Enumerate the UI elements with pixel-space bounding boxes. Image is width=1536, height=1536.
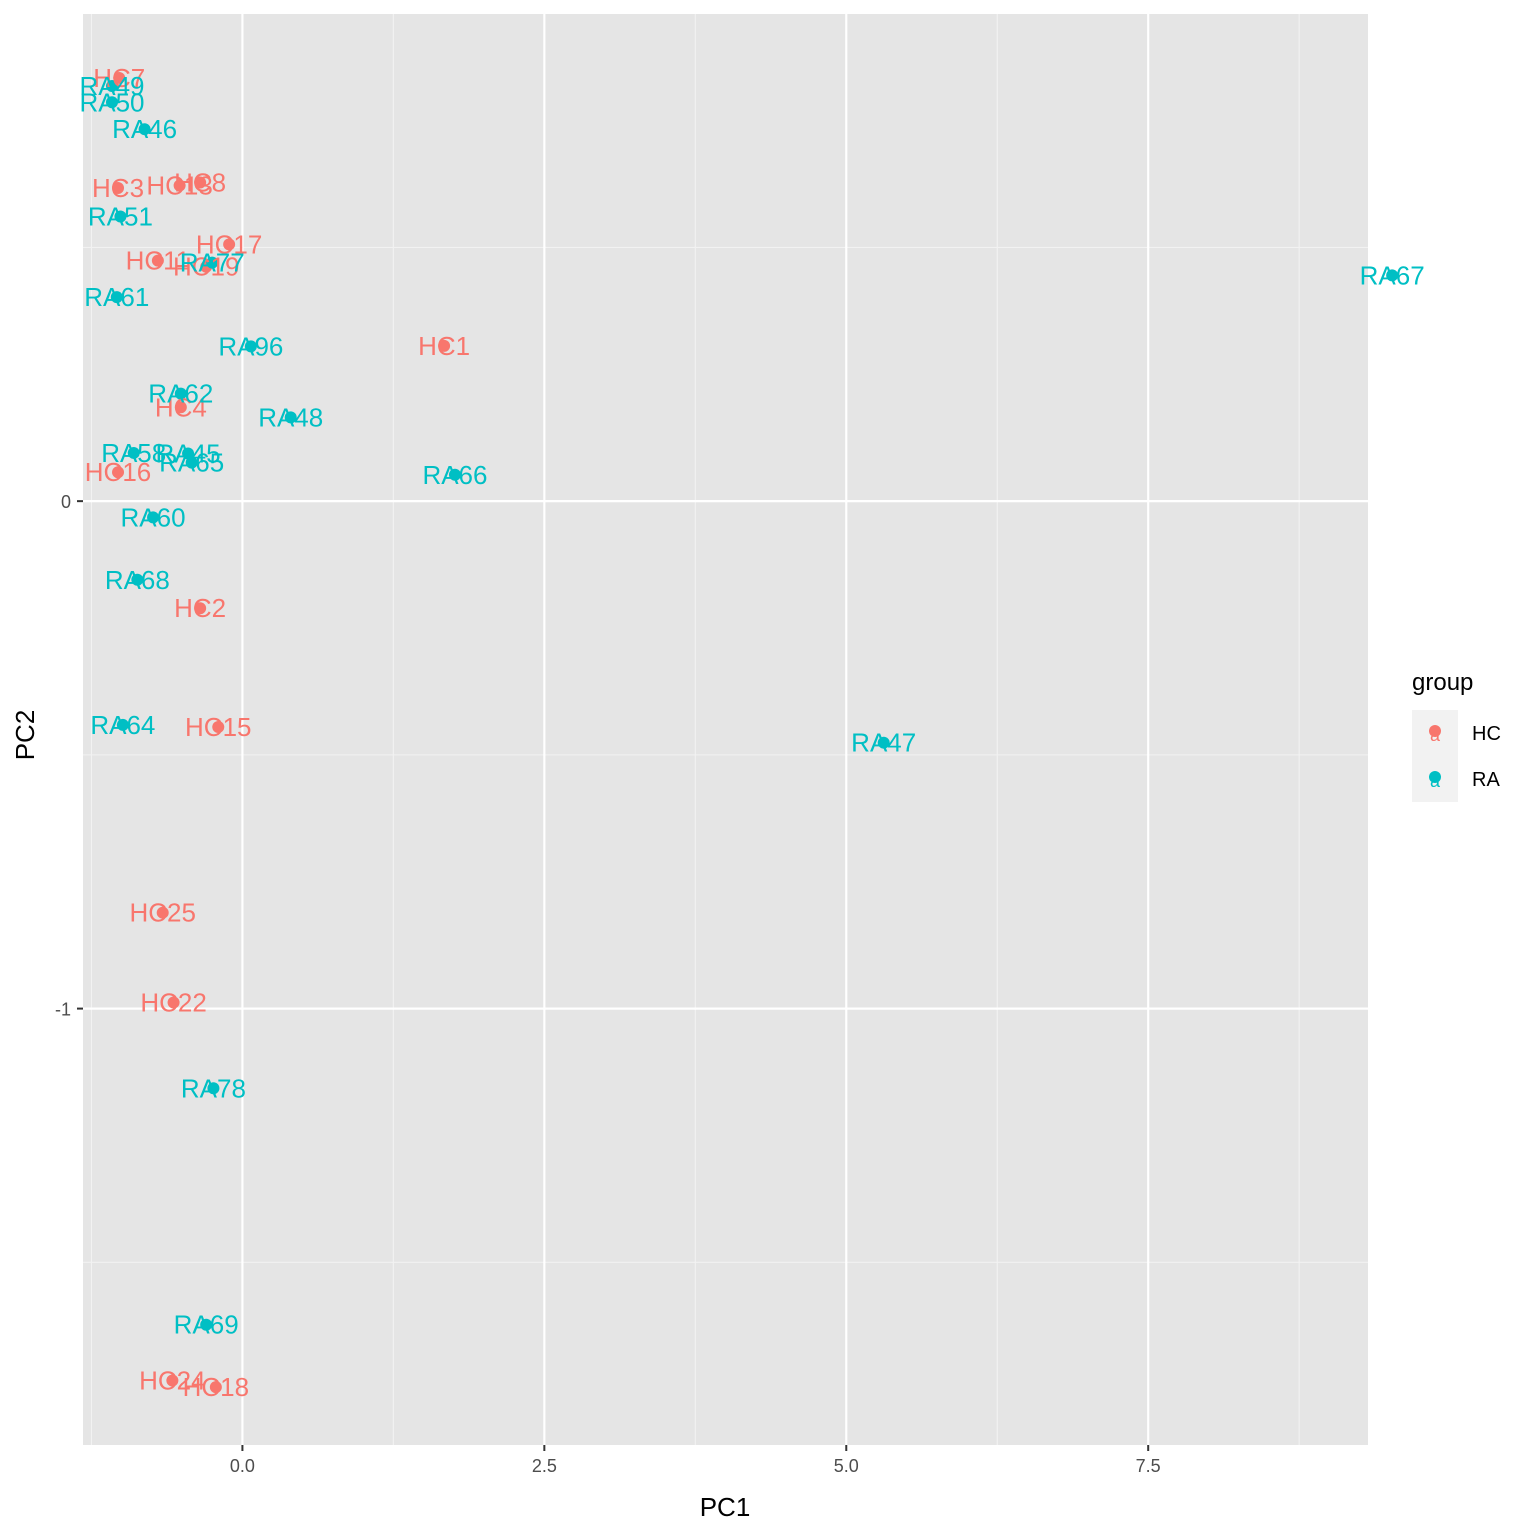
point-label-ra62: RA62 <box>148 379 213 409</box>
data-point-ra46 <box>138 123 151 136</box>
point-label-ra67: RA67 <box>1360 260 1425 290</box>
data-point-hc16 <box>112 466 125 479</box>
point-label-ra47: RA47 <box>851 728 916 758</box>
point-label-hc2: HC2 <box>174 593 226 623</box>
point-label-hc24: HC24 <box>139 1366 205 1396</box>
minor-gridlines <box>83 14 1368 1445</box>
point-label-hc17: HC17 <box>196 229 262 259</box>
point-label-hc25: HC25 <box>129 898 195 928</box>
data-point-hc17 <box>223 238 236 251</box>
point-label-hc3: HC3 <box>92 173 144 203</box>
point-label-ra66: RA66 <box>422 460 487 490</box>
data-point-ra51 <box>114 210 127 223</box>
y-tick-label: 0 <box>61 492 71 512</box>
data-point-ra47 <box>877 736 890 749</box>
legend: group a HC a RA <box>1412 669 1501 802</box>
point-label-hc16: HC16 <box>85 457 151 487</box>
point-label-ra48: RA48 <box>258 402 323 432</box>
point-label-hc7: HC7 <box>93 63 145 93</box>
axis-tick-labels: 0.0 2.5 5.0 7.5 -1 0 <box>55 492 1161 1476</box>
point-label-hc4: HC4 <box>155 392 207 422</box>
data-point-ra58 <box>127 446 140 459</box>
data-point-ra77 <box>206 256 219 269</box>
data-points <box>105 71 1399 1394</box>
x-tick-label: 0.0 <box>230 1456 255 1476</box>
data-point-ra50 <box>105 96 118 109</box>
data-point-hc11 <box>151 254 164 267</box>
point-label-ra50: RA50 <box>79 87 144 117</box>
point-label-hc13: HC13 <box>146 171 212 201</box>
data-point-ra61 <box>110 291 123 304</box>
point-label-ra77: RA77 <box>180 248 245 278</box>
point-label-ra45: RA45 <box>156 438 221 468</box>
point-label-ra65: RA65 <box>159 448 224 478</box>
point-label-ra60: RA60 <box>121 502 186 532</box>
point-label-hc8: HC8 <box>174 167 226 197</box>
point-label-ra46: RA46 <box>112 114 177 144</box>
data-point-hc2 <box>194 602 207 615</box>
data-point-hc24 <box>166 1374 179 1387</box>
major-gridlines <box>83 14 1368 1445</box>
legend-glyph-ra: a <box>1430 771 1441 791</box>
y-axis-title: PC2 <box>10 710 40 761</box>
legend-label-ra: RA <box>1472 769 1500 791</box>
legend-glyph-hc: a <box>1430 725 1441 745</box>
data-point-hc3 <box>112 182 125 195</box>
legend-label-hc: HC <box>1472 723 1501 745</box>
point-label-ra49: RA49 <box>79 71 144 101</box>
data-point-hc4 <box>174 401 187 414</box>
axis-ticks <box>77 500 1150 1451</box>
data-point-hc7 <box>113 71 126 84</box>
data-point-ra68 <box>131 573 144 586</box>
data-point-hc8 <box>194 176 207 189</box>
data-point-ra49 <box>105 80 118 93</box>
data-point-ra45 <box>182 447 195 460</box>
point-label-hc1: HC1 <box>418 331 470 361</box>
data-point-ra78 <box>207 1082 220 1095</box>
point-label-hc22: HC22 <box>140 988 206 1018</box>
data-point-hc15 <box>212 720 225 733</box>
x-axis-title: PC1 <box>700 1492 751 1522</box>
data-point-hc1 <box>438 339 451 352</box>
data-point-hc13 <box>173 179 186 192</box>
plot-panel <box>83 14 1368 1445</box>
point-label-ra58: RA58 <box>101 438 166 468</box>
point-label-hc11: HC11 <box>126 246 191 276</box>
legend-dot-hc <box>1429 725 1441 737</box>
point-label-ra68: RA68 <box>105 565 170 595</box>
legend-dot-ra <box>1429 771 1441 783</box>
data-point-ra67 <box>1386 269 1399 282</box>
legend-title: group <box>1412 669 1473 696</box>
data-point-ra66 <box>448 468 461 481</box>
point-label-hc18: HC18 <box>183 1372 249 1402</box>
y-tick-label: -1 <box>55 1000 71 1020</box>
x-tick-label: 5.0 <box>834 1456 859 1476</box>
data-point-ra64 <box>116 718 129 731</box>
point-label-hc19: HC19 <box>173 252 239 282</box>
point-label-ra78: RA78 <box>181 1073 246 1103</box>
data-point-ra65 <box>185 456 198 469</box>
data-point-hc25 <box>156 906 169 919</box>
data-point-ra96 <box>244 340 257 353</box>
data-point-ra62 <box>174 387 187 400</box>
point-label-ra96: RA96 <box>218 331 283 361</box>
point-label-ra69: RA69 <box>174 1310 239 1340</box>
data-point-hc18 <box>209 1381 222 1394</box>
data-point-ra60 <box>147 511 160 524</box>
point-label-hc15: HC15 <box>185 712 251 742</box>
data-point-hc22 <box>167 996 180 1009</box>
x-tick-label: 2.5 <box>532 1456 557 1476</box>
x-tick-label: 7.5 <box>1136 1456 1161 1476</box>
point-label-ra61: RA61 <box>84 282 149 312</box>
point-label-ra64: RA64 <box>90 710 155 740</box>
point-label-ra51: RA51 <box>88 201 153 231</box>
data-point-ra48 <box>284 411 297 424</box>
data-point-ra69 <box>200 1318 213 1331</box>
